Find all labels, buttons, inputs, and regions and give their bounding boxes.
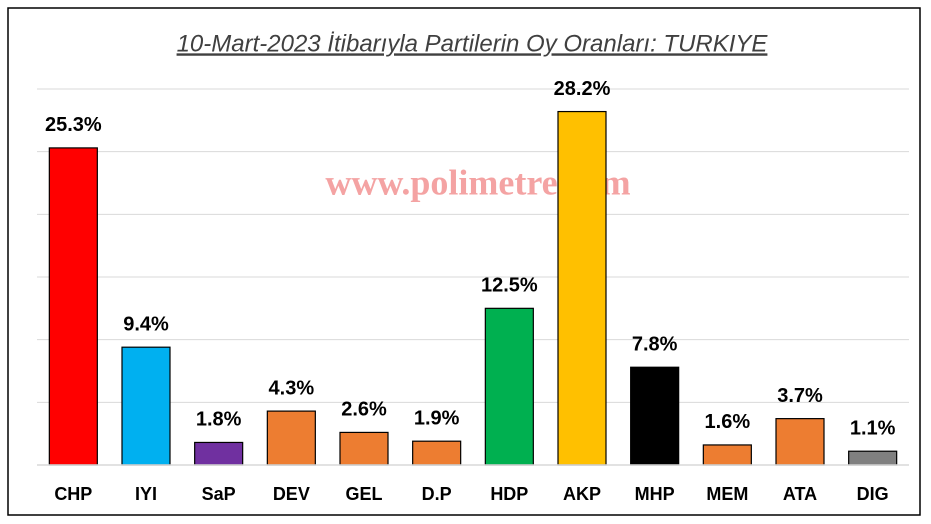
bar — [484, 307, 534, 466]
bar — [266, 410, 316, 466]
bar — [630, 366, 680, 466]
value-label: 1.8% — [196, 409, 242, 431]
bar — [339, 431, 389, 466]
value-label: 3.7% — [777, 385, 823, 407]
value-label: 1.9% — [414, 407, 460, 429]
x-tick-label: SaP — [202, 484, 236, 504]
x-tick-label: MEM — [706, 484, 748, 504]
value-label: 12.5% — [481, 275, 538, 297]
x-tick-label: HDP — [490, 484, 528, 504]
value-label: 1.6% — [705, 411, 751, 433]
value-label: 1.1% — [850, 417, 896, 439]
x-tick-label: D.P — [422, 484, 452, 504]
chart-title: 10-Mart-2023 İtibarıyla Partilerin Oy Or… — [177, 30, 769, 57]
bar — [194, 441, 244, 466]
x-tick-label: IYI — [135, 484, 157, 504]
bar — [48, 147, 98, 466]
x-tick-label: GEL — [345, 484, 382, 504]
x-tick-label: ATA — [783, 484, 817, 504]
value-label: 9.4% — [123, 313, 169, 335]
value-label: 28.2% — [554, 78, 611, 100]
value-label: 7.8% — [632, 334, 678, 356]
bar — [557, 110, 607, 466]
x-tick-label: DIG — [857, 484, 889, 504]
bar — [702, 444, 752, 466]
x-tick-label: DEV — [273, 484, 310, 504]
value-label: 4.3% — [269, 377, 315, 399]
x-tick-label: MHP — [635, 484, 675, 504]
bar — [775, 418, 825, 466]
x-tick-label: AKP — [563, 484, 601, 504]
bar — [412, 440, 462, 466]
x-tick-label: CHP — [54, 484, 92, 504]
value-label: 2.6% — [341, 399, 387, 421]
bar — [121, 346, 171, 466]
value-label: 25.3% — [45, 114, 102, 136]
bar — [848, 450, 898, 466]
